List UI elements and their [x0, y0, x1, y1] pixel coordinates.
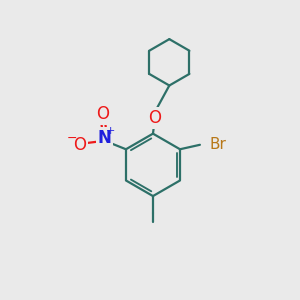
Text: −: − [67, 131, 78, 145]
Text: N: N [98, 129, 112, 147]
Text: O: O [74, 136, 86, 154]
Text: +: + [106, 126, 115, 136]
Text: Br: Br [210, 137, 226, 152]
Text: O: O [97, 105, 110, 123]
Text: O: O [148, 109, 161, 127]
